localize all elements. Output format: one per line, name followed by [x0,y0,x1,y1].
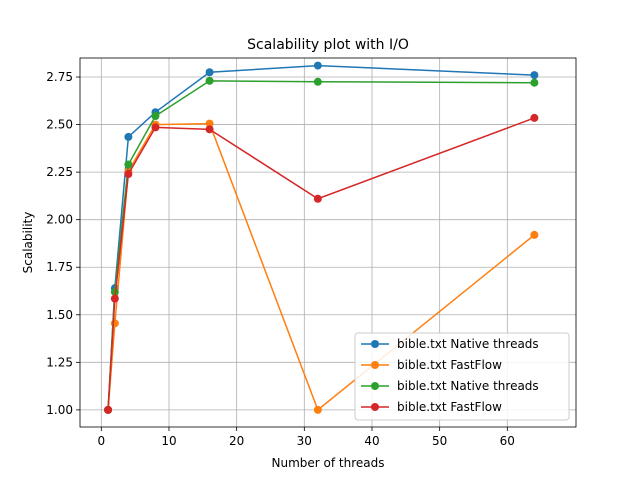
data-point [151,123,160,132]
data-point [313,77,322,86]
grid [80,58,576,427]
x-tick-label: 50 [432,434,447,448]
chart-title: Scalability plot with I/O [247,37,409,53]
data-point [205,125,214,134]
data-point [124,132,133,141]
data-point [530,78,539,87]
ticks: 0 10 20 30 40 50 60 1.00 1.25 1.50 1.75 2.00 2.25 2.5… [46,70,515,448]
data-point [530,230,539,239]
y-tick-label: 2.75 [46,70,73,84]
data-point [124,160,133,169]
x-tick-label: 40 [364,434,379,448]
legend-item: bible.txt FastFlow [361,400,502,414]
legend-label: bible.txt FastFlow [397,400,502,414]
y-tick-label: 2.00 [46,213,73,227]
legend-label: bible.txt Native threads [397,379,539,393]
data-point [110,319,119,328]
x-axis-label: Number of threads [272,456,385,470]
data-point [205,119,214,128]
legend-label: bible.txt Native threads [397,337,539,351]
y-tick-label: 1.00 [46,403,73,417]
data-point [313,194,322,203]
plot-frame [79,57,577,428]
legend-marker [371,340,379,348]
legend-item: bible.txt FastFlow [361,358,502,372]
legend-item: bible.txt Native threads [361,379,539,393]
x-tick-label: 0 [97,434,105,448]
series-layer [104,61,539,414]
x-tick-label: 20 [229,434,244,448]
data-point [205,68,214,77]
y-tick-label: 1.25 [46,355,73,369]
legend-marker [371,382,379,390]
x-tick-label: 30 [297,434,312,448]
data-point [205,76,214,85]
legend-box [354,332,570,421]
x-tick-label: 60 [500,434,515,448]
data-point [313,61,322,70]
legend-marker [371,361,379,369]
y-tick-label: 1.75 [46,260,73,274]
data-point [530,113,539,122]
legend-label: bible.txt FastFlow [397,358,502,372]
y-tick-label: 2.50 [46,118,73,132]
x-tick-label: 10 [161,434,176,448]
y-tick-label: 2.25 [46,165,73,179]
y-axis-label: Scalability [21,212,35,274]
legend-item: bible.txt Native threads [361,337,539,351]
data-point [530,71,539,80]
legend: bible.txt Native threads bible.txt FastFl… [354,332,570,421]
data-point [104,405,113,414]
data-point [110,294,119,303]
data-point [313,405,322,414]
data-point [124,170,133,179]
y-tick-label: 1.50 [46,308,73,322]
data-point [151,112,160,121]
legend-marker [371,403,379,411]
series-3 [104,113,539,414]
